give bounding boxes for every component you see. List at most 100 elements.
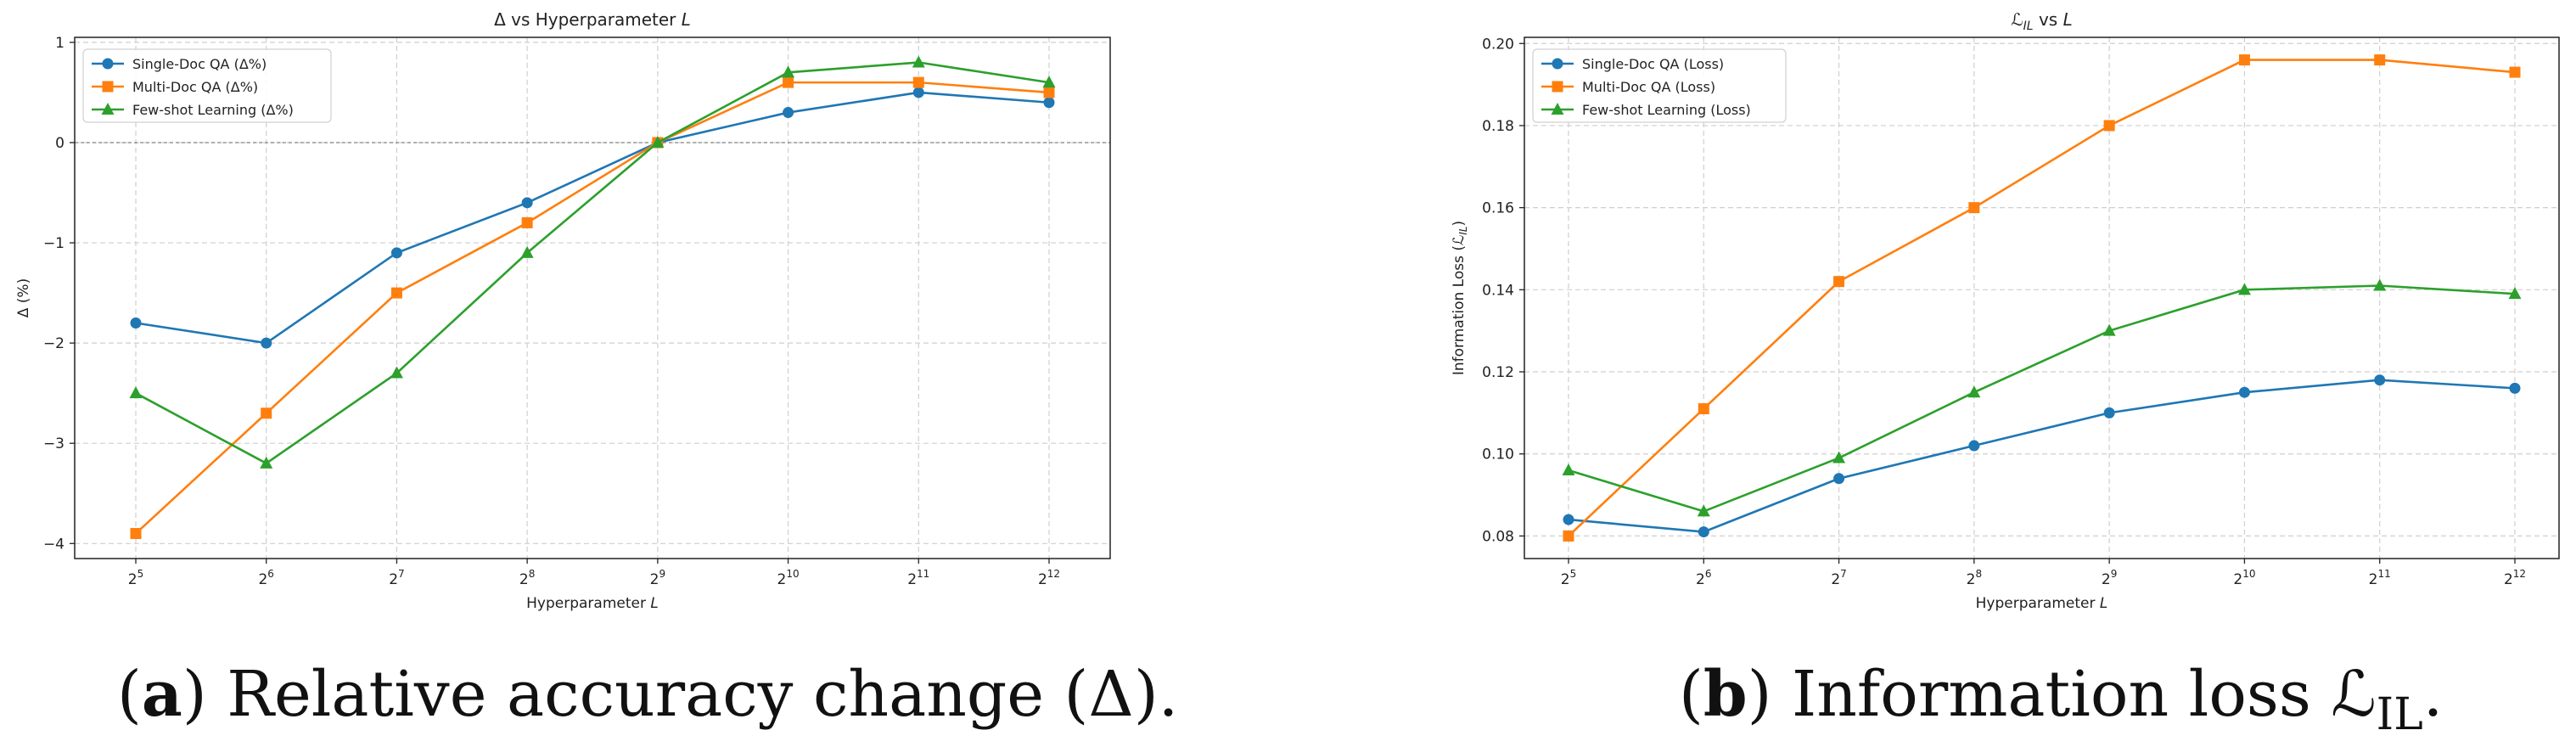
data-point: [261, 407, 272, 419]
series-2: [1563, 54, 2521, 542]
y-tick-label: −2: [43, 335, 65, 352]
series-2: [130, 76, 1055, 539]
data-point: [130, 317, 142, 329]
data-point: [390, 287, 402, 299]
data-point: [521, 197, 533, 209]
series-line: [135, 61, 1050, 465]
data-point: [1043, 97, 1055, 109]
chart-title: Δ vs Hyperparameter L: [494, 9, 691, 30]
legend: Single-Doc QA (Loss) Multi-Doc QA (Loss) F…: [1532, 48, 1787, 123]
legend-entry: Single-Doc QA (Δ%): [132, 56, 267, 72]
caption-a-label: a: [141, 658, 182, 731]
legend-marker: [1552, 81, 1563, 93]
x-tick-label: 211: [907, 568, 929, 588]
x-tick-label: 25: [1561, 568, 1576, 588]
data-point: [1698, 403, 1709, 415]
caption-b-text: Information loss ℒ: [1792, 658, 2377, 731]
chart-1: −4 −3 −2 −1 0 1 25 26 27 28 29 210 211 212 Hyperparame…: [15, 9, 1111, 612]
series-line: [135, 81, 1050, 535]
y-tick-label: 0: [55, 135, 65, 152]
data-point: [2238, 386, 2250, 398]
y-tick-label: 0.20: [1482, 36, 1514, 53]
plot-frame: [74, 37, 1111, 559]
data-point: [912, 55, 925, 68]
data-point: [1832, 451, 1846, 463]
x-tick-label: 211: [2369, 568, 2391, 588]
caption-b-subscript: IL: [2376, 688, 2423, 740]
y-tick-label: 0.14: [1482, 282, 1514, 299]
y-tick-label: −4: [43, 536, 65, 553]
x-tick-label: 27: [389, 568, 404, 588]
data-point: [130, 527, 142, 539]
data-point: [520, 245, 534, 258]
y-tick-label: −3: [43, 435, 65, 452]
x-tick-label: 28: [519, 568, 535, 588]
data-point: [2509, 382, 2521, 394]
y-axis-label: Δ (%): [15, 278, 32, 317]
data-point: [2509, 66, 2521, 78]
legend-entry: Few-shot Learning (Δ%): [132, 102, 294, 118]
legend-marker: [1552, 58, 1563, 70]
data-point: [261, 337, 272, 349]
data-point: [912, 87, 924, 98]
legend-entry: Few-shot Learning (Loss): [1582, 102, 1751, 118]
legend-entry: Multi-Doc QA (Δ%): [132, 79, 258, 95]
data-point: [1697, 504, 1710, 517]
legend-marker: [101, 103, 115, 115]
data-point: [521, 216, 533, 228]
data-point: [782, 65, 795, 78]
data-point: [2508, 287, 2522, 300]
legend-box: [1532, 48, 1787, 123]
legend-marker: [102, 58, 114, 70]
y-axis-label: Information Loss (ℒIL): [1451, 221, 1469, 375]
data-point: [2373, 278, 2387, 291]
y-tick-label: 0.18: [1482, 118, 1514, 135]
series-1: [130, 87, 1055, 349]
data-point: [2237, 283, 2251, 295]
y-tick-label: 0.16: [1482, 200, 1514, 217]
y-tick-label: 1: [55, 35, 65, 52]
legend: Single-Doc QA (Δ%) Multi-Doc QA (Δ%) Few-s…: [82, 48, 332, 123]
data-point: [783, 76, 794, 88]
y-tick-label: 0.12: [1482, 364, 1514, 381]
series-3: [1562, 278, 2522, 517]
data-point: [912, 76, 924, 88]
x-axis-label: Hyperparameter L: [1976, 595, 2108, 612]
data-point: [2374, 54, 2386, 66]
x-tick-label: 210: [777, 568, 800, 588]
x-axis-label: Hyperparameter L: [526, 595, 659, 612]
data-point: [129, 386, 143, 399]
data-point: [1968, 440, 1980, 452]
x-tick-label: 26: [1696, 568, 1711, 588]
caption-b-end: .: [2422, 658, 2444, 731]
caption-a: (a) Relative accuracy change (Δ).: [117, 658, 1179, 731]
x-tick-label: 25: [128, 568, 143, 588]
x-tick-label: 210: [2233, 568, 2255, 588]
data-point: [1563, 530, 1574, 542]
legend-marker: [102, 81, 114, 93]
data-point: [260, 456, 273, 469]
data-point: [1698, 526, 1709, 538]
plot-frame: [1524, 37, 2560, 559]
series-3: [129, 55, 1056, 469]
x-tick-label: 29: [2102, 568, 2117, 588]
x-tick-label: 26: [258, 568, 273, 588]
series-line: [1568, 59, 2516, 537]
data-point: [1563, 514, 1574, 525]
data-point: [2103, 120, 2115, 132]
legend-marker: [1551, 103, 1564, 115]
chart-title: ℒIL vs L: [2011, 9, 2072, 33]
data-point: [1043, 87, 1055, 98]
y-tick-label: −1: [43, 235, 65, 252]
data-point: [651, 135, 665, 148]
caption-b-label: b: [1703, 658, 1748, 731]
series-1: [1563, 374, 2521, 538]
data-point: [2238, 54, 2250, 66]
x-tick-label: 27: [1831, 568, 1846, 588]
data-point: [2374, 374, 2386, 386]
data-point: [1968, 202, 1980, 214]
series-line: [1568, 379, 2516, 533]
legend-entry: Single-Doc QA (Loss): [1582, 56, 1724, 72]
x-tick-label: 29: [650, 568, 665, 588]
legend-box: [82, 48, 332, 123]
